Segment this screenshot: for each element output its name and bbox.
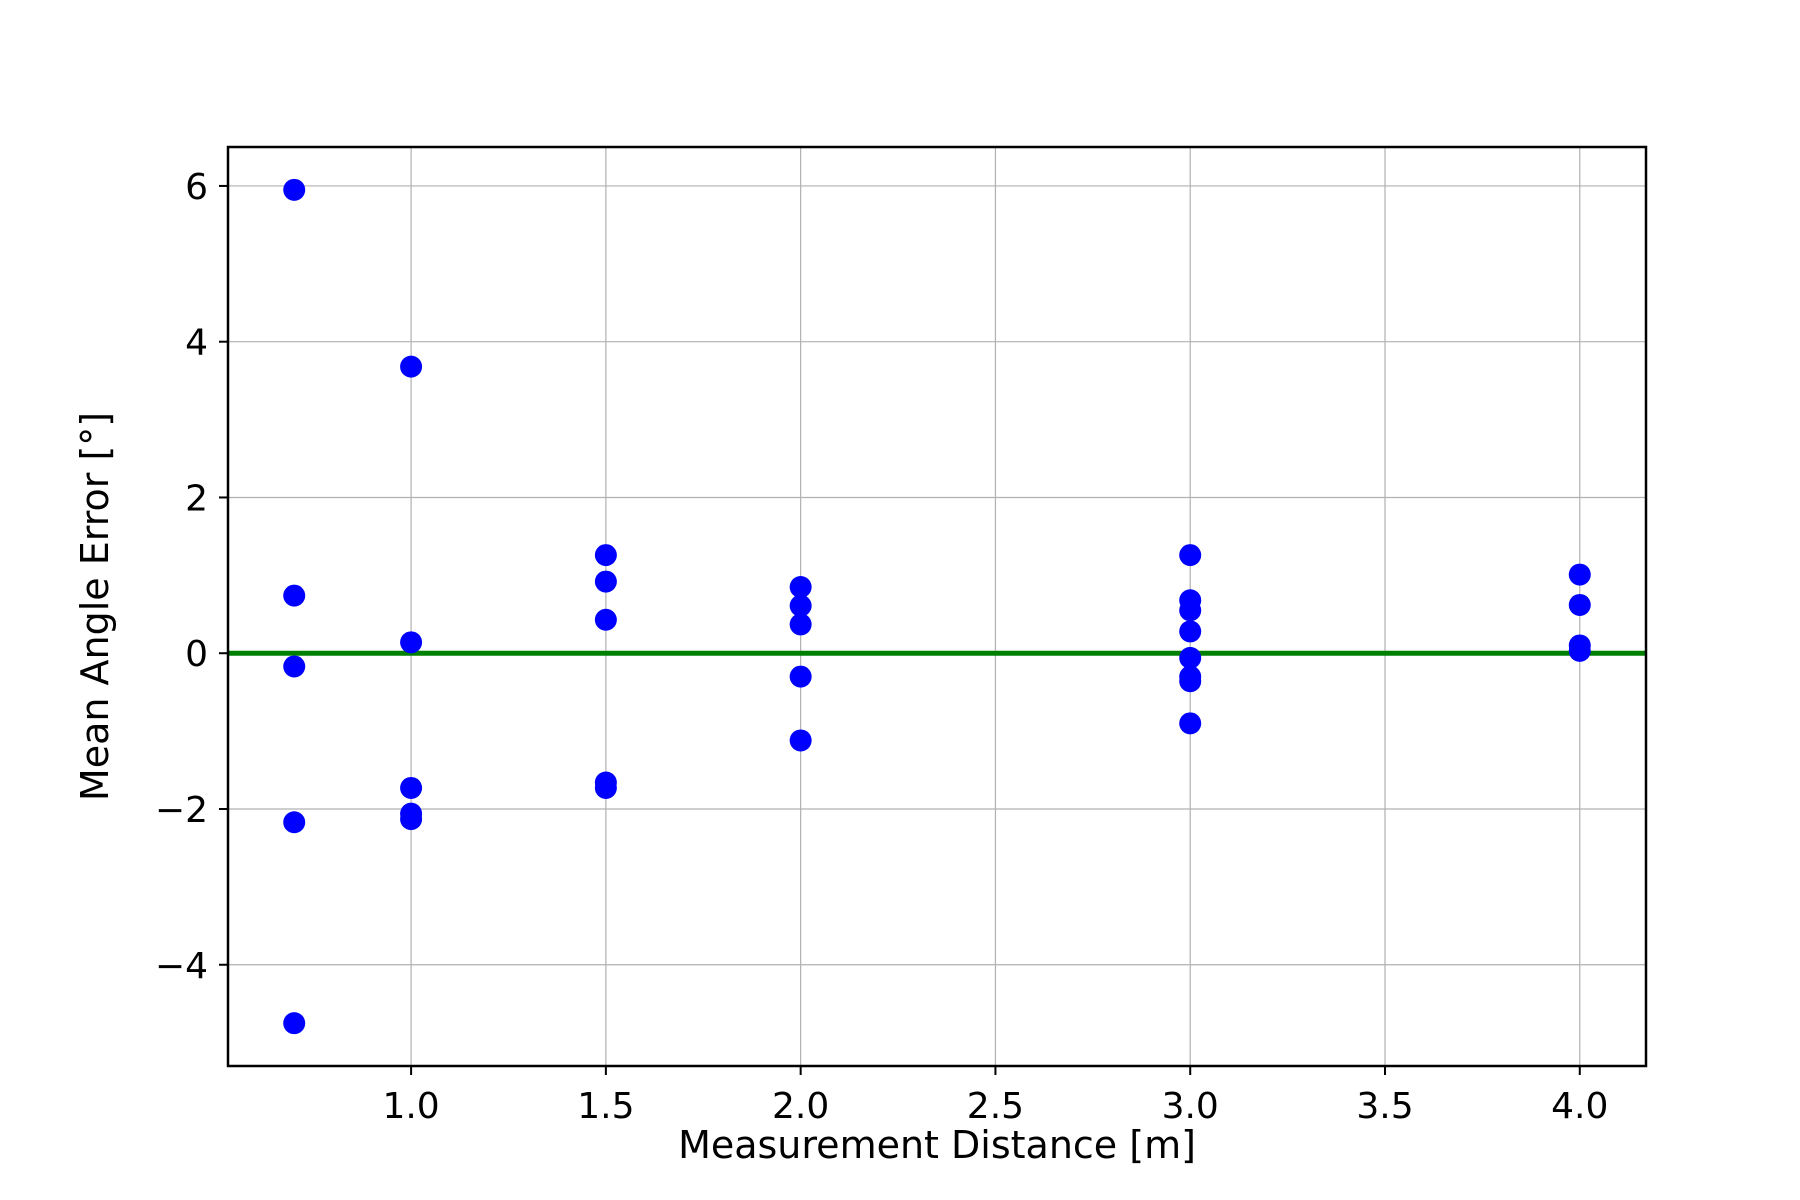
x-axis-label: Measurement Distance [m]: [678, 1123, 1196, 1167]
data-point: [1568, 563, 1591, 586]
data-point: [283, 584, 306, 607]
y-axis-ticks: −4 −2 0 2 4 6: [155, 167, 228, 987]
data-point: [789, 613, 812, 636]
x-tick-label: 3.0: [1162, 1086, 1219, 1127]
data-point: [283, 811, 306, 834]
x-tick-label: 3.5: [1356, 1086, 1413, 1127]
data-point: [1179, 646, 1202, 669]
x-tick-label: 2.0: [772, 1086, 829, 1127]
plot-frame: [226, 145, 1648, 1068]
data-point: [283, 178, 306, 201]
y-tick-label: 6: [185, 167, 208, 208]
data-point: [1179, 670, 1202, 693]
y-tick-label: −4: [155, 946, 208, 987]
data-point: [1179, 544, 1202, 567]
x-tick-label: 1.5: [577, 1086, 634, 1127]
data-point: [594, 544, 617, 567]
data-point: [594, 608, 617, 631]
data-point: [400, 355, 423, 378]
data-point: [789, 576, 812, 599]
y-tick-label: 0: [185, 634, 208, 675]
data-point: [283, 655, 306, 678]
data-point: [283, 1012, 306, 1035]
data-points-layer: [283, 178, 1591, 1035]
data-point: [1568, 639, 1591, 662]
grid-layer: [228, 147, 1646, 1066]
data-point: [400, 631, 423, 654]
y-axis-label: Mean Angle Error [°]: [73, 412, 117, 801]
x-tick-label: 1.0: [382, 1086, 439, 1127]
x-axis-ticks: 1.0 1.5 2.0 2.5 3.0 3.5 4.0: [382, 1066, 1608, 1127]
data-point: [1179, 620, 1202, 643]
x-tick-label: 4.0: [1551, 1086, 1608, 1127]
data-point: [789, 665, 812, 688]
data-point: [594, 570, 617, 593]
y-tick-label: 4: [185, 323, 208, 364]
data-point: [1179, 599, 1202, 622]
data-point: [400, 776, 423, 799]
data-point: [1568, 593, 1591, 616]
data-point: [789, 594, 812, 617]
data-point: [400, 808, 423, 831]
data-point: [1179, 712, 1202, 735]
data-point: [789, 729, 812, 752]
y-tick-label: 2: [185, 478, 208, 519]
y-tick-label: −2: [155, 790, 208, 831]
x-tick-label: 2.5: [967, 1086, 1024, 1127]
data-point: [594, 776, 617, 799]
